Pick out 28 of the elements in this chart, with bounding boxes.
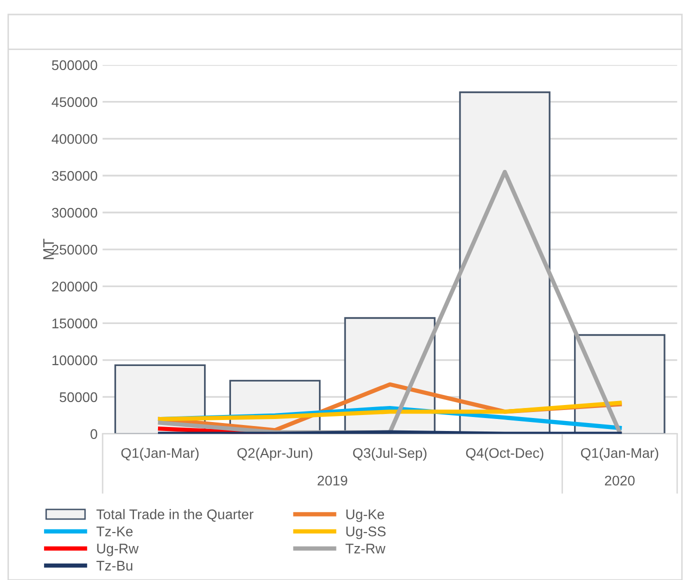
y-tick-label: 250000 [52, 244, 98, 255]
text: 2020 [604, 476, 635, 486]
legend-label: Tz-Ke [96, 526, 133, 536]
y-tick-label: 300000 [52, 208, 98, 218]
x-tick-label: Q3(Jul-Sep) [353, 448, 426, 461]
y-tick-label: 0 [90, 429, 98, 440]
y-tick-label: 100000 [52, 355, 98, 366]
y-tick-label: 350000 [52, 170, 98, 181]
y-axis-title: MT [43, 238, 54, 260]
y-tick-label: 400000 [52, 134, 98, 144]
legend-label: Ug-Ke [346, 510, 384, 522]
x-tick-label: Q1(Jan-Mar) [121, 448, 199, 461]
text: 2019 [318, 476, 348, 486]
line-series [158, 400, 622, 422]
y-tick-label: 50000 [60, 392, 98, 402]
legend-label: Ug-SS [346, 526, 386, 540]
legend-label: Tz-Rw [346, 544, 386, 554]
x-tick-label: Q1(Jan-Mar) [581, 448, 658, 461]
y-tick-label: 500000 [52, 60, 98, 70]
bar [459, 91, 550, 434]
legend-label: Ug-Rw [97, 544, 139, 556]
y-tick-label: 150000 [52, 318, 98, 328]
legend-label: Total Trade in the Quarter [96, 509, 254, 522]
y-tick-label: 450000 [52, 97, 98, 108]
legend-label: Tz-Bu [96, 560, 132, 571]
x-tick-label: Q4(Oct-Dec) [466, 448, 544, 461]
x-tick-label: Q2(Apr-Jun) [237, 448, 312, 461]
y-tick-label: 200000 [52, 282, 98, 292]
